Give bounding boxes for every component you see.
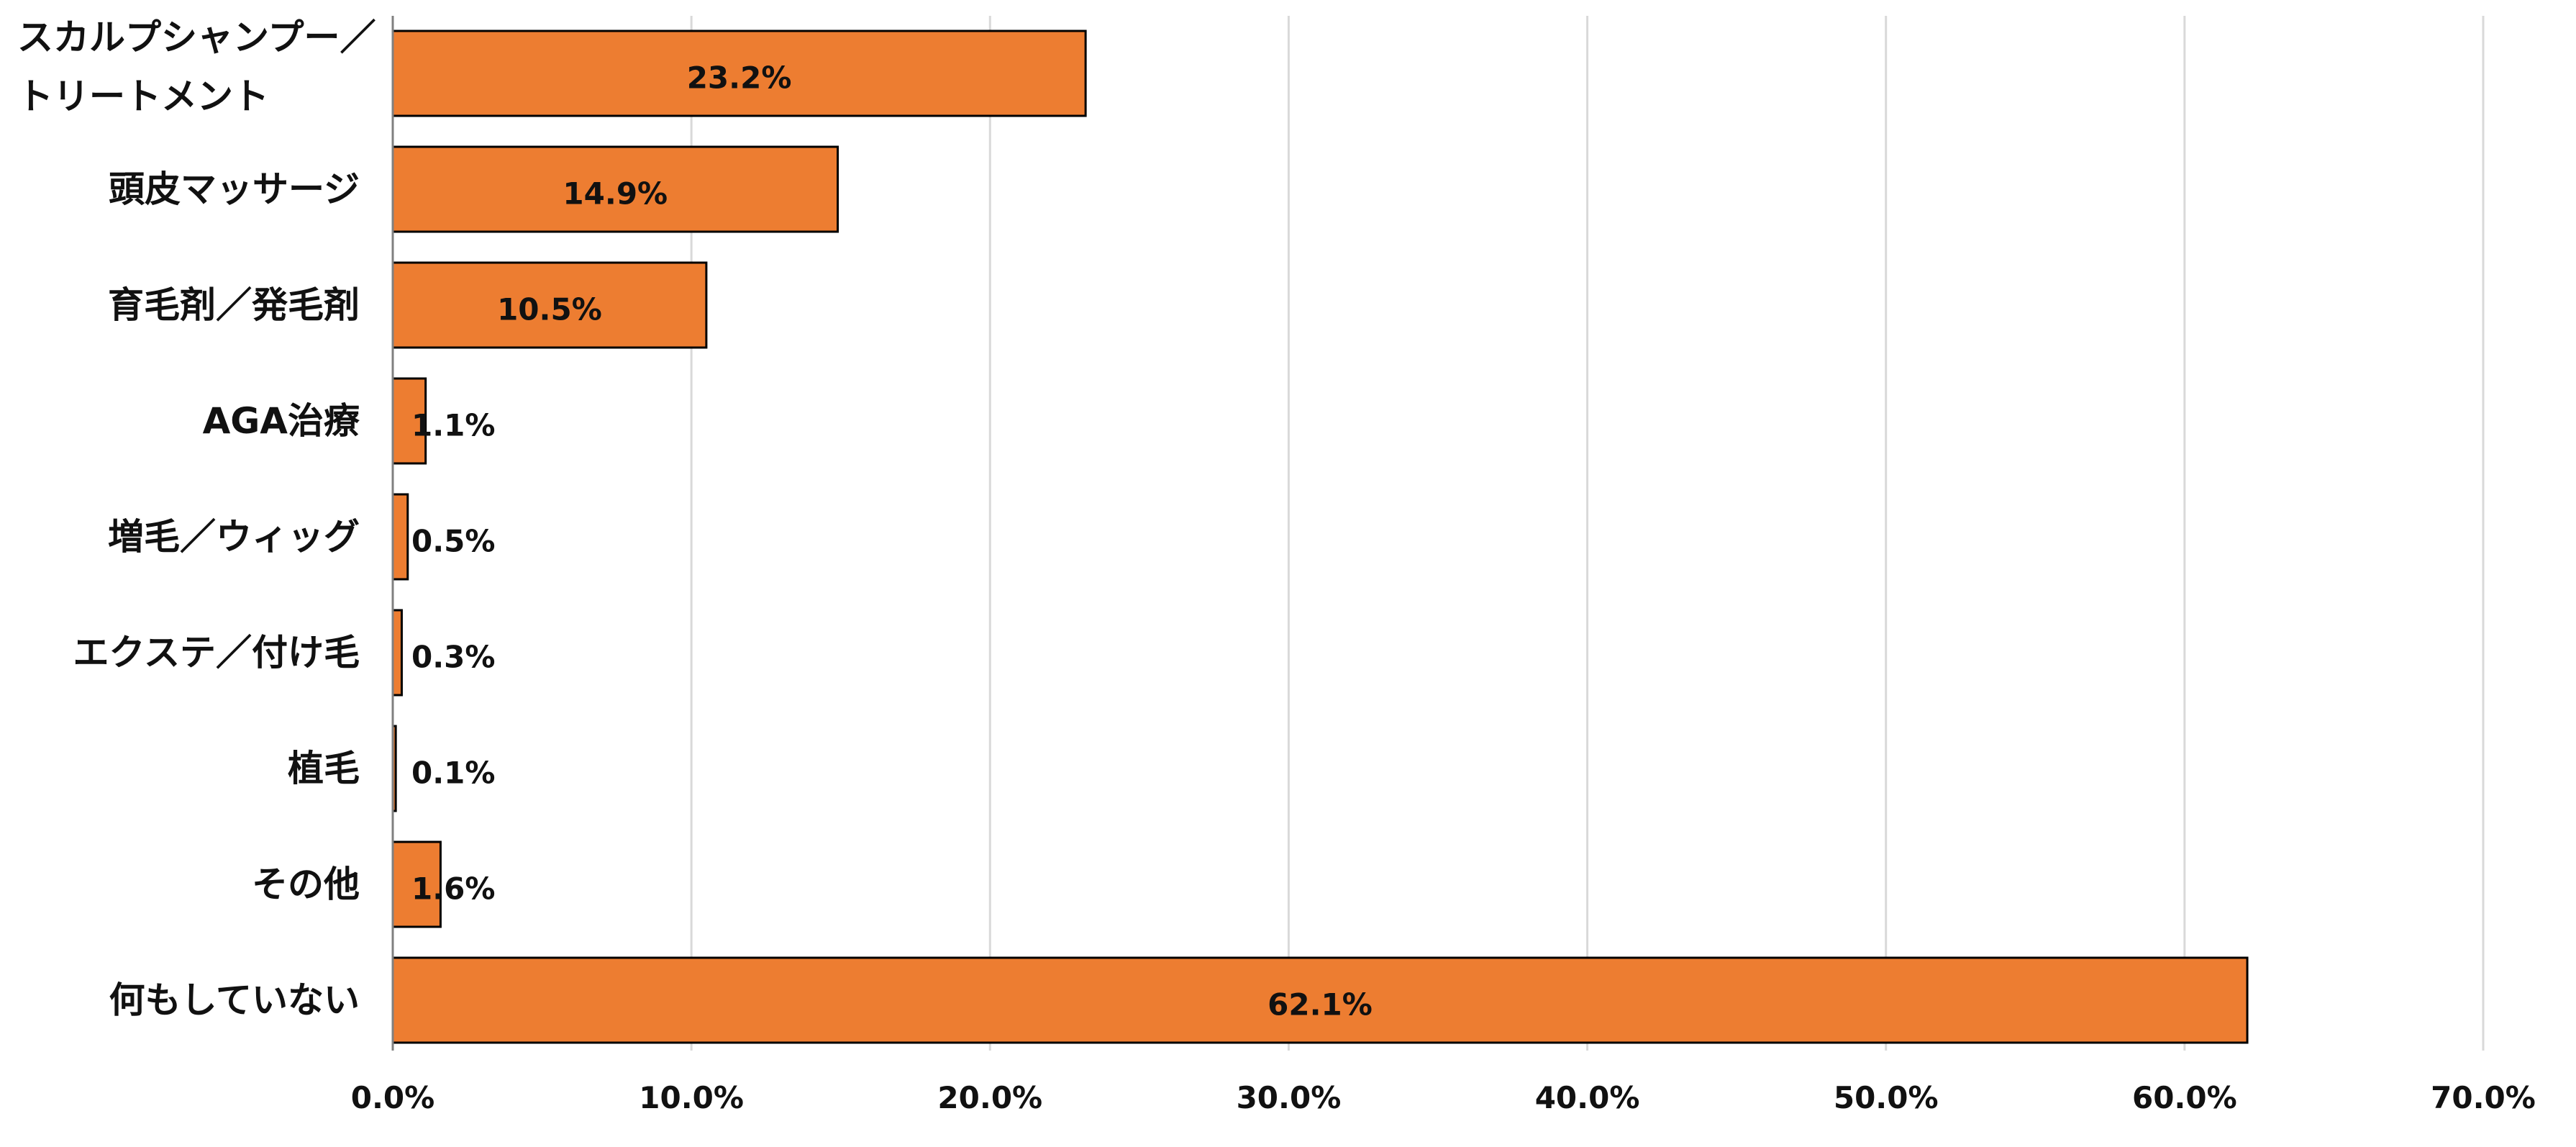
category-label: エクステ／付け毛	[73, 632, 360, 674]
x-tick-label: 0.0%	[351, 1080, 434, 1115]
data-label: 10.5%	[497, 292, 602, 327]
x-tick-label: 40.0%	[1535, 1080, 1640, 1115]
data-label: 0.5%	[411, 524, 495, 559]
category-label: 植毛	[288, 748, 360, 789]
x-tick-label: 30.0%	[1237, 1080, 1342, 1115]
bar	[391, 493, 409, 581]
category-label: 増毛／ウィッグ	[108, 516, 360, 558]
category-label: AGA治療	[203, 400, 360, 442]
data-labels: 23.2% 14.9% 10.5% 1.1% 0.5% 0.3% 0.1% 1.6% 62.1%	[411, 60, 1373, 1023]
x-tick-label: 60.0%	[2132, 1080, 2237, 1115]
data-label: 23.2%	[687, 60, 792, 96]
category-label: 頭皮マッサージ	[109, 168, 360, 210]
data-label: 0.3%	[411, 640, 495, 675]
data-label: 62.1%	[1267, 987, 1373, 1023]
bars	[391, 30, 2249, 1044]
category-label: 育毛剤／発毛剤	[108, 284, 360, 326]
bar	[391, 145, 839, 233]
data-label: 14.9%	[563, 176, 668, 212]
category-label: 何もしていない	[109, 979, 360, 1021]
category-label: スカルプシャンプー／	[17, 17, 376, 58]
bar	[391, 261, 708, 349]
bar	[391, 840, 442, 928]
category-label: トリートメント	[17, 76, 269, 117]
category-label: その他	[252, 863, 360, 905]
x-tick-label: 20.0%	[937, 1080, 1042, 1115]
x-tick-label: 70.0%	[2431, 1080, 2536, 1115]
x-tick-label: 10.0%	[639, 1080, 744, 1115]
gridlines	[690, 16, 2485, 1051]
x-tick-label: 50.0%	[1834, 1080, 1939, 1115]
data-label: 1.1%	[411, 408, 495, 443]
bar	[391, 609, 403, 697]
data-label: 1.6%	[411, 871, 495, 907]
x-tick-labels: 0.0% 10.0% 20.0% 30.0% 40.0% 50.0% 60.0% 70.0%	[351, 1080, 2536, 1115]
data-label: 0.1%	[411, 756, 495, 791]
